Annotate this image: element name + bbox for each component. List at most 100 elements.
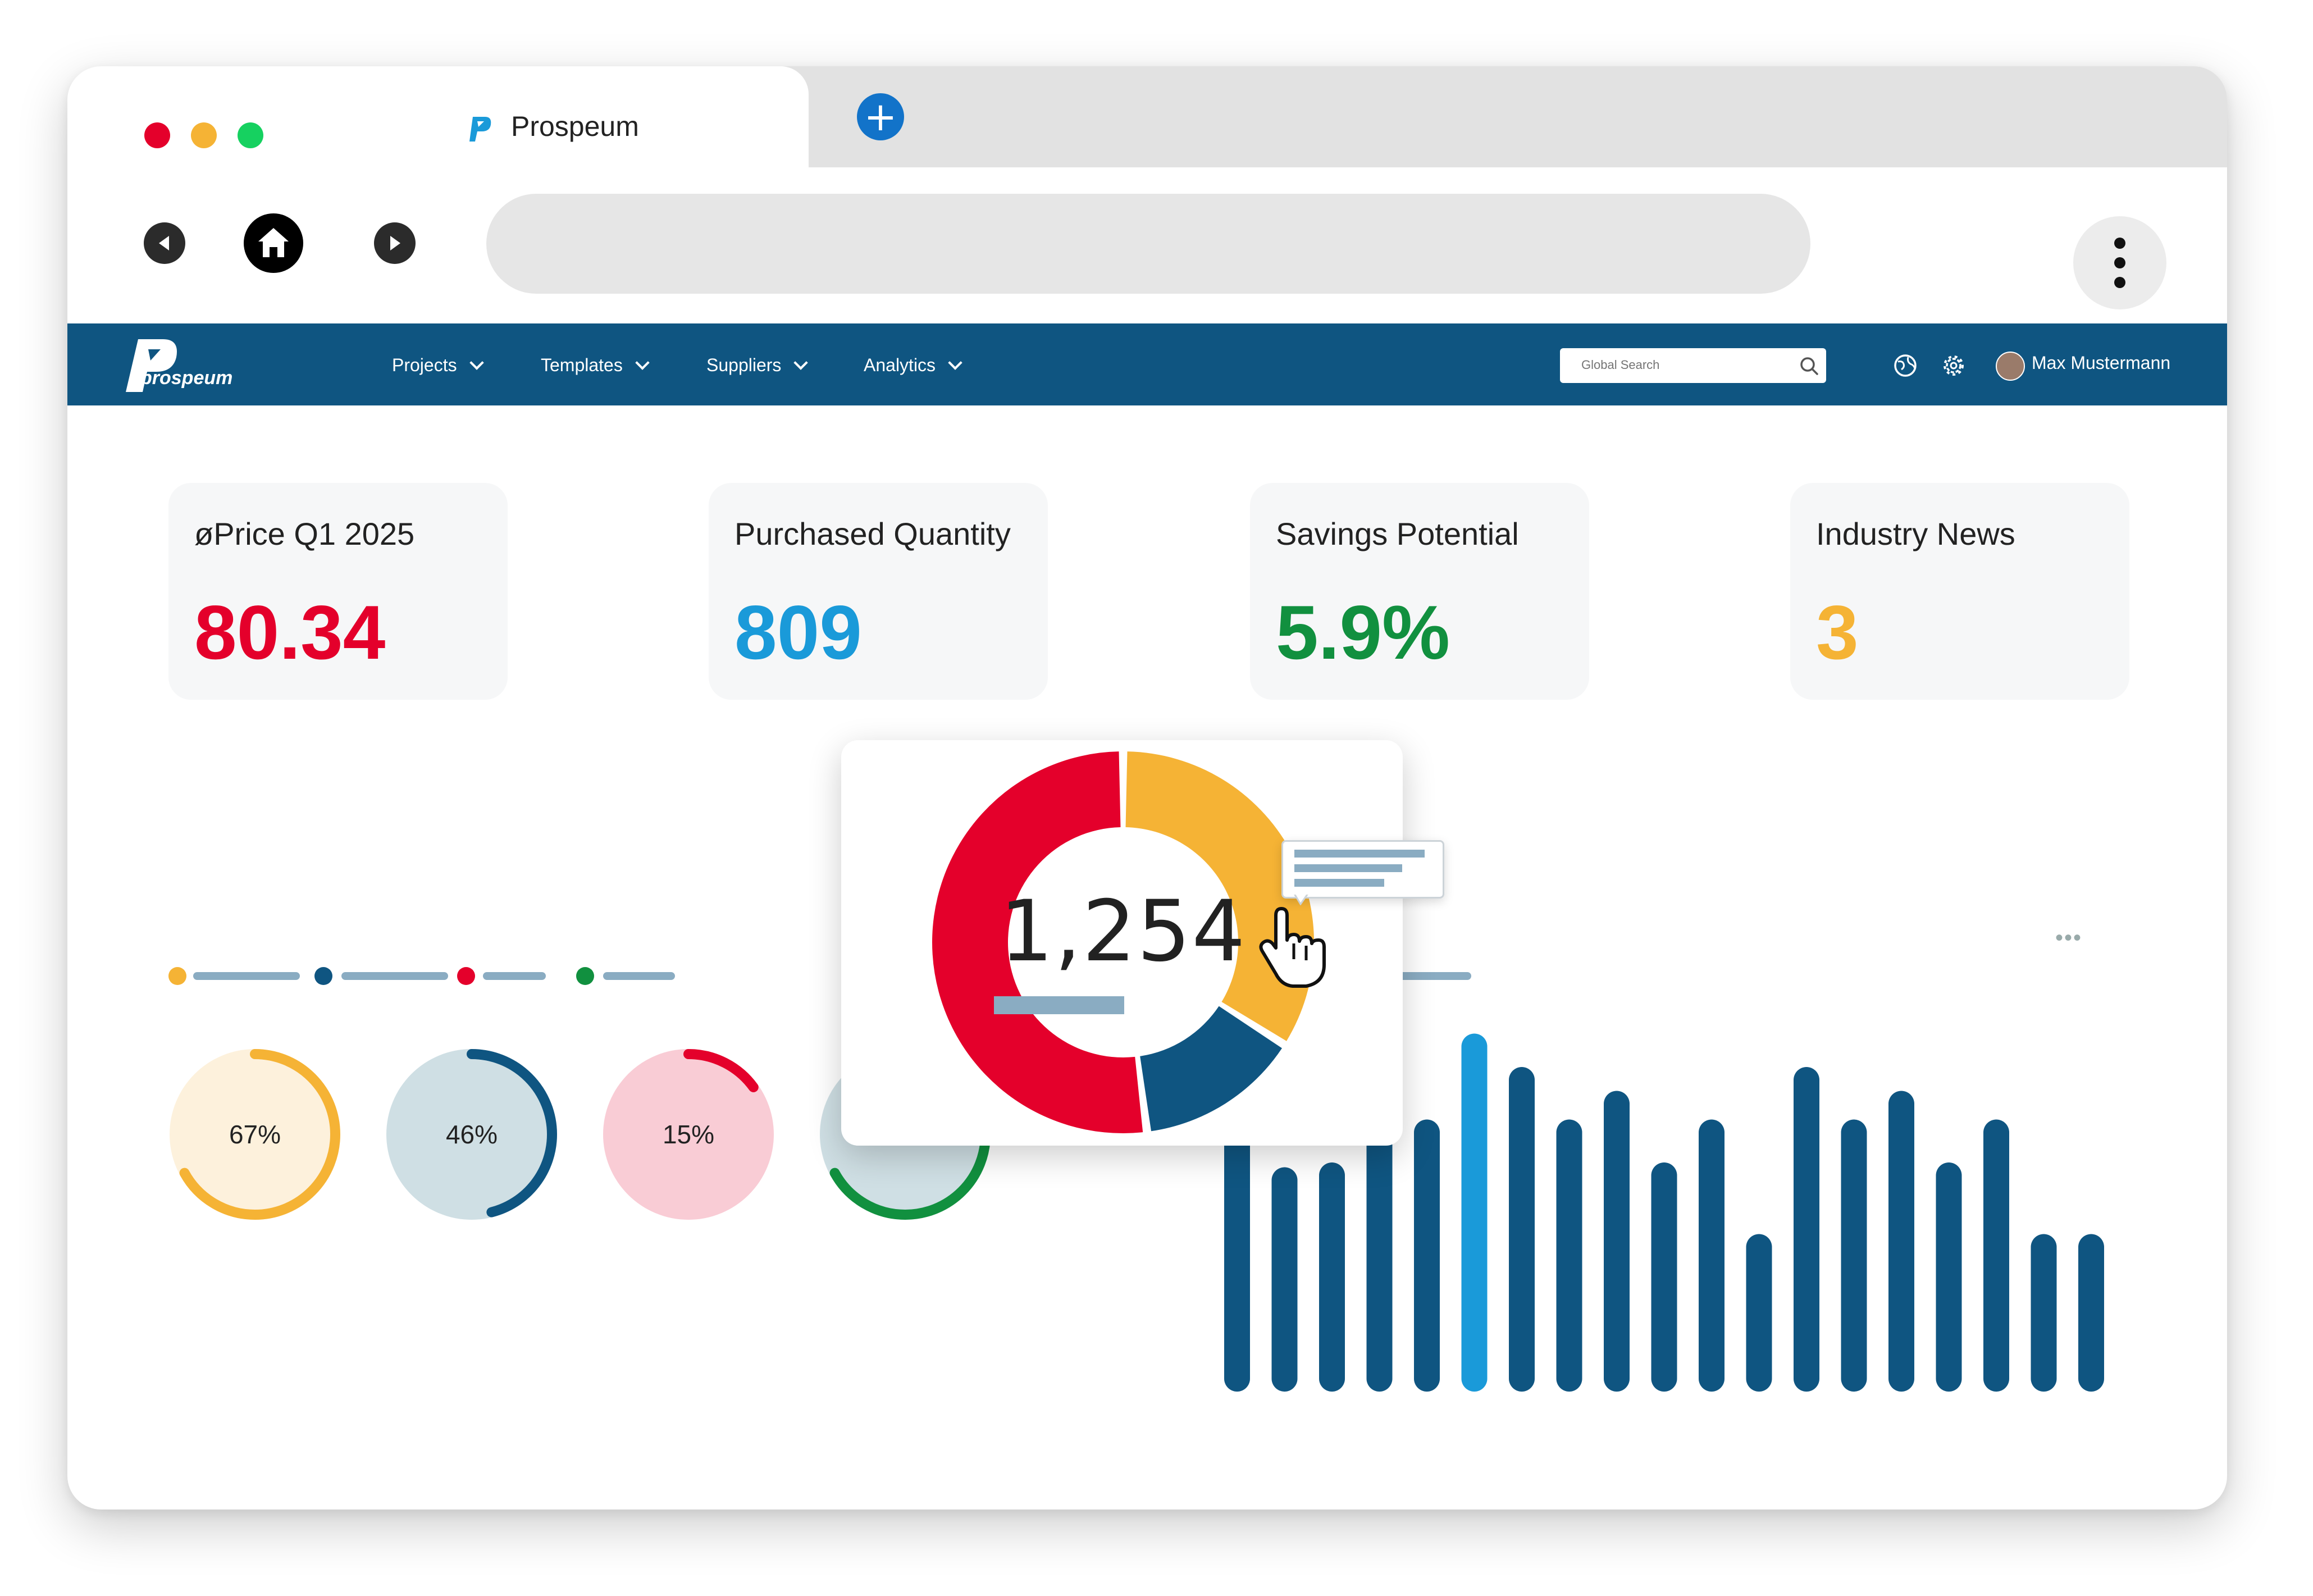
bar[interactable] [1271,1167,1298,1392]
tooltip-line [1294,864,1402,872]
prospeum-favicon-icon [469,117,491,142]
ring-percent-label: 46% [445,1120,498,1149]
nav-projects[interactable]: Projects [392,355,484,376]
bar[interactable] [1224,1115,1250,1392]
bar[interactable] [1556,1119,1582,1392]
kebab-menu-icon [2114,238,2125,249]
app-navbar [67,323,2227,405]
bar[interactable] [1414,1119,1440,1392]
kebab-dot [2114,257,2125,268]
legend-dot [457,967,475,985]
donut-center-value: 1,254 [1000,883,1247,981]
donut-segment[interactable] [1140,1006,1282,1132]
nav-projects-label: Projects [392,355,457,375]
kpi-label: Savings Potential [1276,516,1519,551]
kpi-value: 3 [1816,590,1859,675]
back-button[interactable] [144,222,185,264]
bar-chart [1224,1033,2104,1392]
globe-icon[interactable] [1892,353,1918,379]
legend-dot [168,967,186,985]
kpi-label: øPrice Q1 2025 [194,516,415,551]
gear-icon[interactable] [1941,353,1967,379]
legend-label-placeholder [603,972,675,980]
active-tab[interactable] [67,66,809,167]
legend-label-placeholder [193,972,300,980]
legend-dot [314,967,332,985]
bar[interactable] [1509,1067,1535,1392]
chart-more-icon[interactable]: ••• [2055,925,2083,950]
nav-analytics[interactable]: Analytics [864,355,962,376]
bar[interactable] [1746,1234,1772,1392]
bar[interactable] [1604,1091,1630,1392]
nav-templates-label: Templates [541,355,623,375]
legend-label-placeholder [483,972,546,980]
browser-menu-button[interactable] [2073,216,2166,309]
legend-dot [576,967,594,985]
bar[interactable] [1983,1119,2009,1392]
forward-icon [390,236,400,250]
kpi-value: 80.34 [194,590,386,675]
address-bar[interactable] [486,194,1810,294]
tooltip-line [1294,879,1384,887]
nav-suppliers-label: Suppliers [706,355,782,375]
forward-button[interactable] [374,222,416,264]
ring-percent-label: 67% [229,1120,281,1149]
legend-label-placeholder [341,972,448,980]
progress-ring: 67% [166,1046,344,1223]
nav-analytics-label: Analytics [864,355,936,375]
bar[interactable] [1794,1067,1819,1392]
kpi-card-news: Industry News 3 [1790,483,2129,700]
bar[interactable] [2078,1234,2104,1392]
bar[interactable] [1319,1162,1345,1392]
nav-suppliers[interactable]: Suppliers [706,355,809,376]
back-icon [159,236,169,250]
chevron-down-icon [469,355,484,370]
global-search[interactable] [1560,348,1826,383]
home-button[interactable] [244,213,303,273]
bar[interactable] [1699,1119,1725,1392]
new-tab-icon: + [864,94,897,140]
avatar[interactable] [1996,352,2025,381]
user-name[interactable]: Max Mustermann [2032,353,2171,373]
bar[interactable] [1461,1033,1488,1392]
bar[interactable] [1936,1162,1962,1392]
nav-templates[interactable]: Templates [541,355,650,376]
minimize-window-dot[interactable] [191,122,217,148]
bar[interactable] [1651,1162,1677,1392]
tab-title: Prospeum [511,111,639,142]
bar[interactable] [1841,1119,1867,1392]
donut-chart [932,751,1314,1133]
bar[interactable] [1888,1091,1914,1392]
brand-name: prospeum [140,367,233,389]
close-window-dot[interactable] [144,122,170,148]
hand-cursor-icon [1259,907,1326,988]
kpi-label: Industry News [1816,516,2015,551]
kpi-card-savings: Savings Potential 5.9% [1250,483,1589,700]
ring-percent-label: 15% [662,1120,715,1149]
kebab-dot [2114,277,2125,288]
kpi-card-quantity: Purchased Quantity 809 [709,483,1048,700]
chevron-down-icon [793,355,809,370]
chevron-down-icon [948,355,962,370]
chart-tooltip [1281,840,1444,899]
chevron-down-icon [635,355,650,370]
progress-ring: 46% [383,1046,560,1223]
new-tab-button[interactable]: + [857,93,904,140]
progress-ring: 15% [600,1046,777,1223]
donut-segment[interactable] [932,751,1143,1133]
kpi-value: 5.9% [1276,590,1450,675]
legend-label-placeholder [1387,972,1471,980]
search-icon[interactable] [1798,355,1821,377]
kpi-card-price: øPrice Q1 2025 80.34 [168,483,508,700]
search-input[interactable] [1580,357,1796,373]
bar[interactable] [2031,1234,2057,1392]
prospeum-logo[interactable]: prospeum [124,336,232,397]
tooltip-line [1294,850,1425,858]
prospeum-logo-icon [126,339,177,392]
browser-window: Prospeum + prospeum Projects Templates S… [67,66,2227,1510]
kpi-value: 809 [734,590,862,675]
home-icon [258,228,289,257]
maximize-window-dot[interactable] [238,122,263,148]
bar[interactable] [1366,1071,1393,1392]
donut-segment[interactable] [1125,751,1314,1041]
